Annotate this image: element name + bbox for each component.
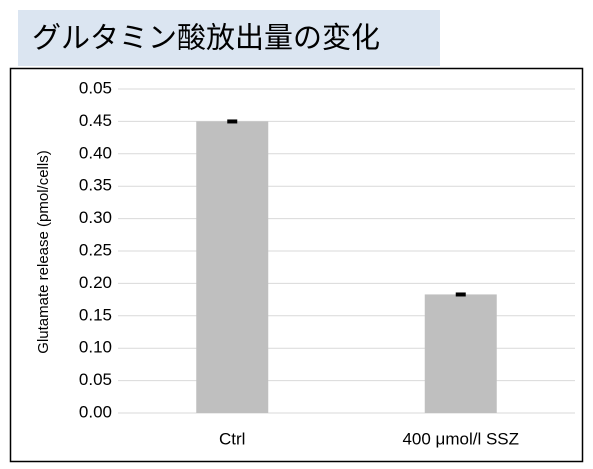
y-tick-label: 0.20 (79, 273, 112, 292)
y-axis-label: Glutamate release (pmol/cells) (35, 150, 52, 353)
error-bar (455, 292, 466, 297)
y-tick-label: 0.45 (79, 111, 112, 130)
bar (424, 294, 497, 413)
y-tick-label: 0.10 (79, 338, 112, 357)
chart-border (9, 67, 584, 463)
chart-title: グルタミン酸放出量の変化 (32, 22, 380, 55)
x-tick-label: Ctrl (219, 429, 245, 448)
x-tick-label: 400 μmol/l SSZ (402, 429, 519, 448)
y-tick-label: 0.35 (79, 176, 112, 195)
y-tick-label: 0.05 (79, 370, 112, 389)
y-tick-label: 0.05 (79, 78, 112, 97)
y-tick-label: 0.40 (79, 143, 112, 162)
y-tick-label: 0.00 (79, 402, 112, 421)
y-tick-label: 0.25 (79, 240, 112, 259)
y-tick-label: 0.30 (79, 208, 112, 227)
bar (196, 121, 269, 414)
title-box (18, 10, 440, 66)
y-tick-label: 0.15 (79, 305, 112, 324)
error-bar (227, 119, 238, 124)
